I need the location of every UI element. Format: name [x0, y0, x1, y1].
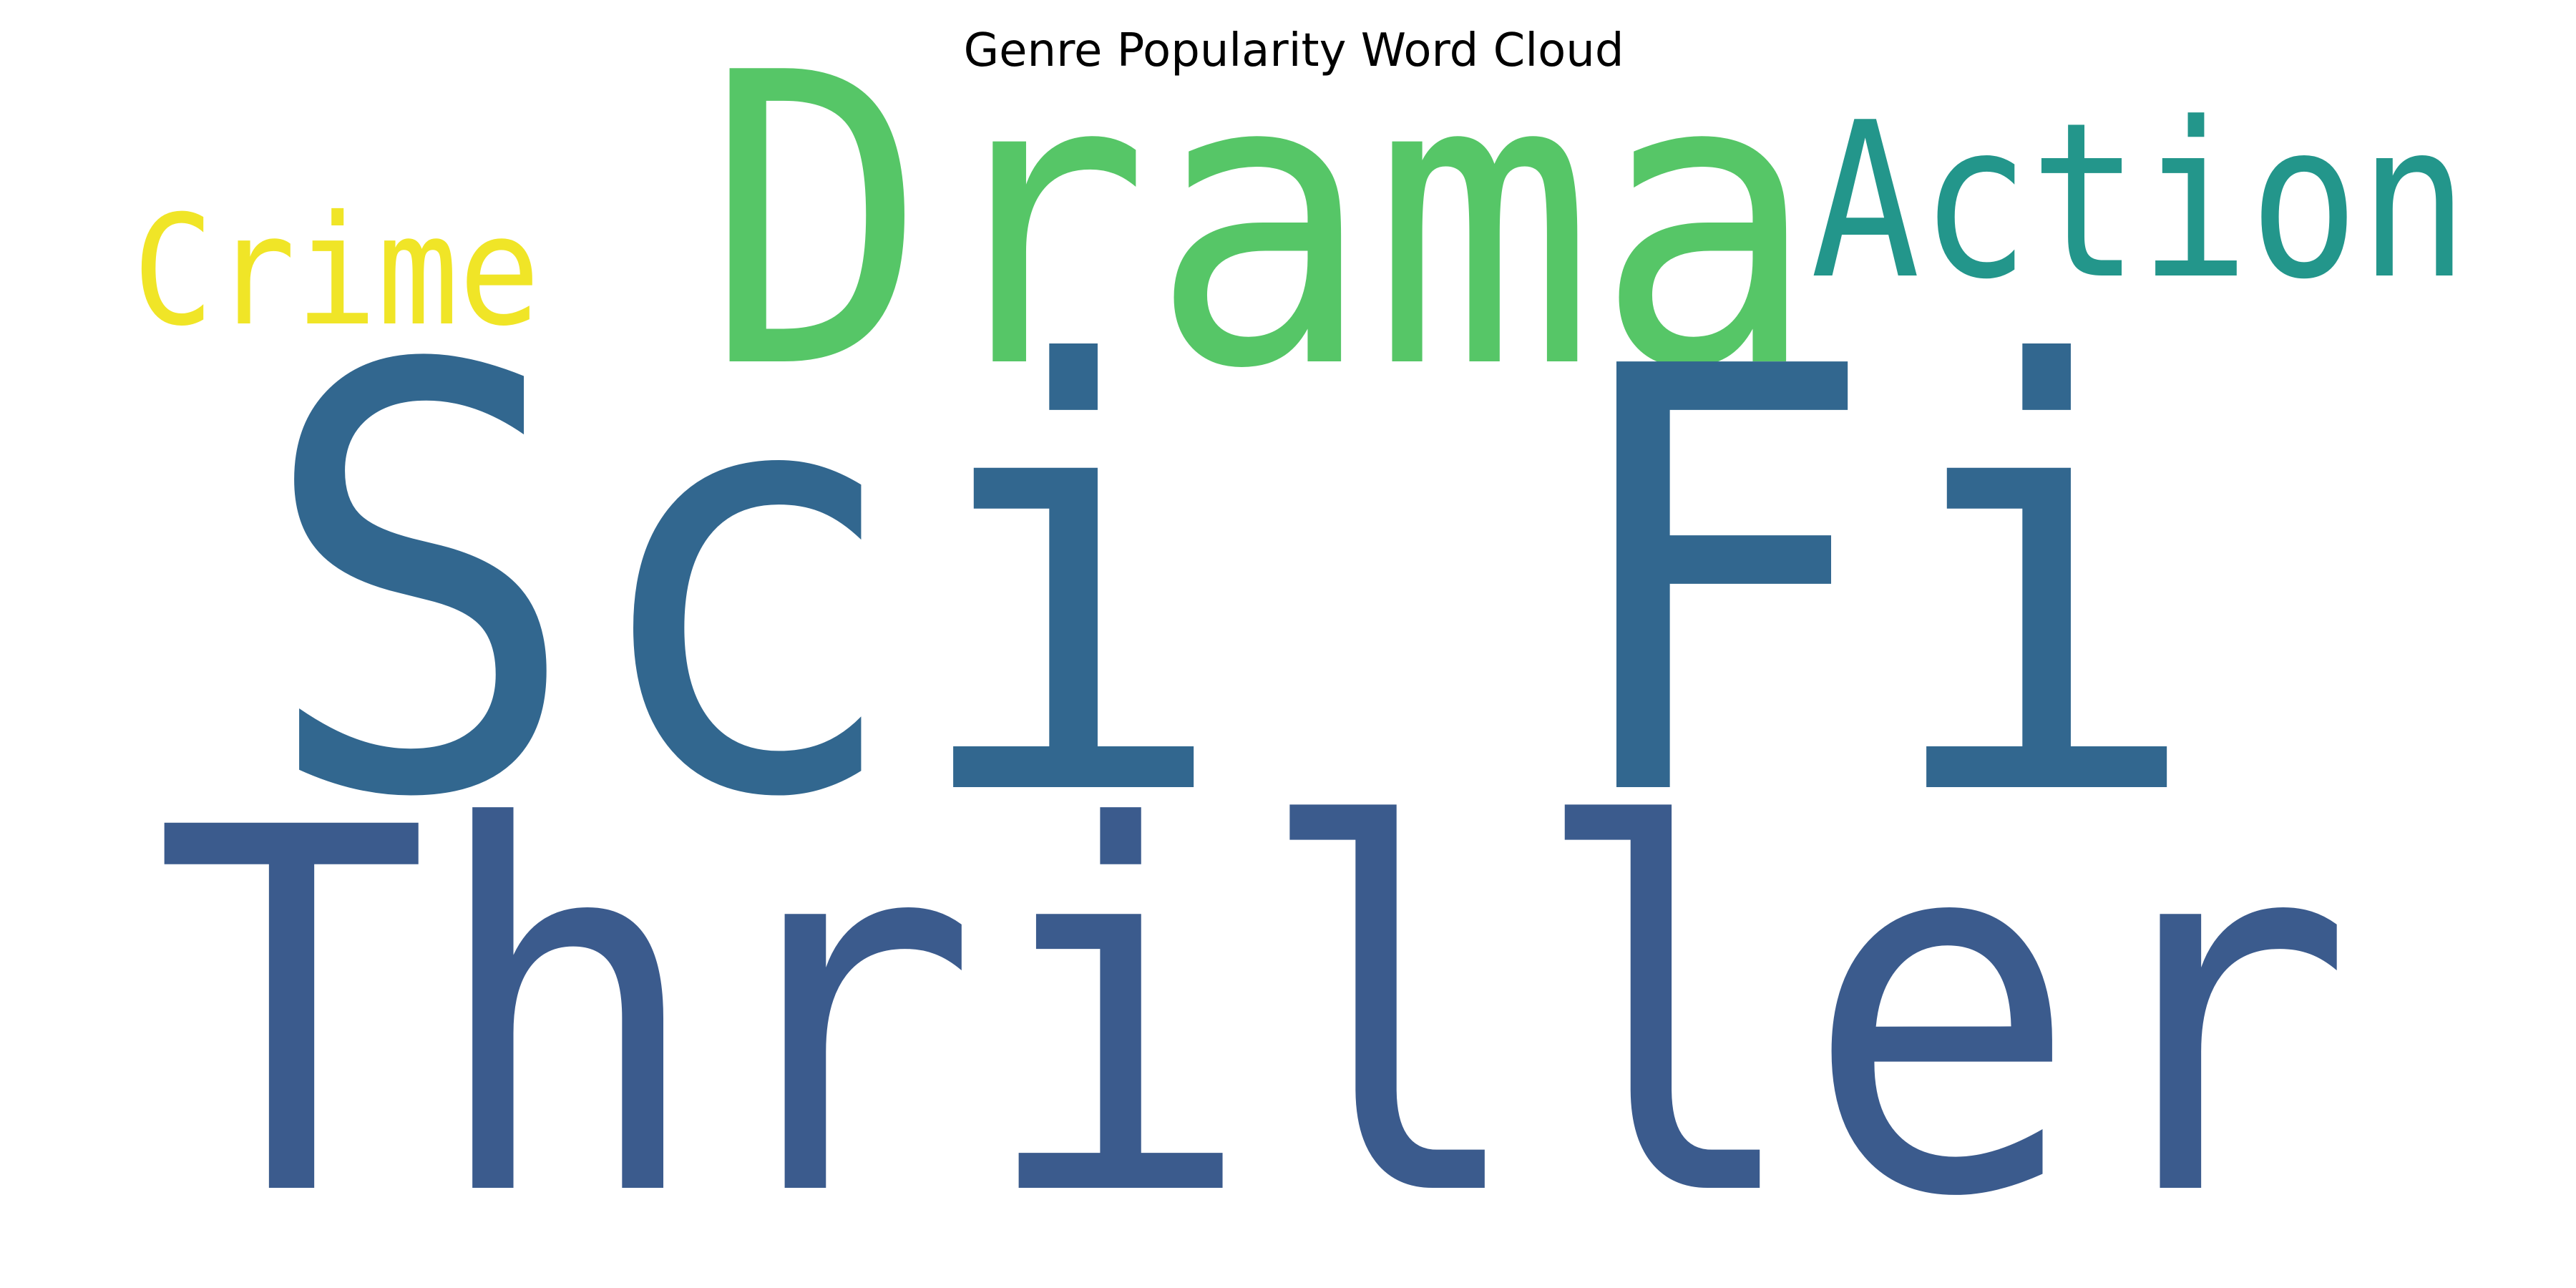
word-drama: Drama: [705, 0, 1818, 457]
word-crime: Crime: [132, 182, 540, 359]
word-action: Action: [1810, 77, 2469, 326]
word-sci-fi: Sci Fi: [258, 246, 2204, 925]
word-thriller: Thriller: [154, 723, 2354, 1288]
chart-title: Genre Popularity Word Cloud: [964, 24, 1624, 77]
